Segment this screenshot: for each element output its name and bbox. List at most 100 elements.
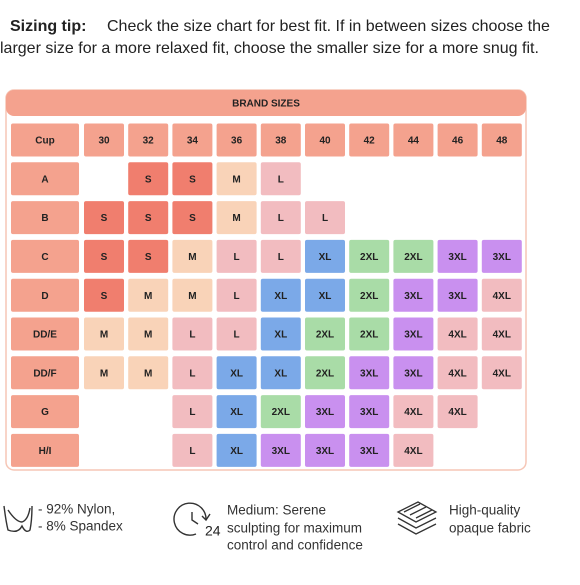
- table-cell: [128, 201, 169, 235]
- clock-icon: 24: [173, 502, 221, 539]
- table-cell: [128, 239, 169, 273]
- table-cell: [128, 278, 169, 312]
- table-cell: [393, 239, 434, 273]
- table-cell: [393, 356, 434, 390]
- table-cell: [216, 433, 257, 467]
- table-cell: [349, 123, 390, 157]
- cell-text: S: [189, 213, 196, 224]
- svg-text:24: 24: [205, 523, 221, 539]
- cell-text: L: [189, 407, 195, 418]
- cell-text: 34: [187, 136, 199, 147]
- table-cell: [349, 278, 390, 312]
- cell-text: L: [278, 174, 284, 185]
- cell-text: 3XL: [360, 407, 378, 418]
- table-cell: [84, 201, 124, 235]
- table-cell: [84, 356, 124, 390]
- cell-text: XL: [230, 368, 243, 379]
- table-cell: [305, 278, 345, 312]
- cell-text: L: [234, 291, 240, 302]
- cell-text: 2XL: [272, 407, 290, 418]
- table-cell: [393, 317, 434, 351]
- table-cell: [84, 278, 124, 312]
- table-cell: [172, 123, 213, 157]
- table-cell: [260, 162, 301, 196]
- table-cell: [481, 239, 522, 273]
- table-grid: Cup 30 32 34 36 38 40 42 44 46 48 A S S M L B S S S M L L C S S M L…: [11, 123, 522, 467]
- cell-text: L: [322, 213, 328, 224]
- table-cell: [437, 395, 478, 429]
- cell-text: M: [188, 252, 196, 263]
- table-cell: [305, 395, 345, 429]
- table-cell: [216, 395, 257, 429]
- table-cell: [481, 278, 522, 312]
- table-cell: [260, 395, 301, 429]
- cell-text: L: [189, 446, 195, 457]
- cell-text: 3XL: [272, 446, 290, 457]
- table-cell: [11, 123, 79, 157]
- cell-text: 3XL: [404, 291, 422, 302]
- table-cell: [437, 317, 478, 351]
- cell-text: DD/E: [33, 330, 57, 341]
- cell-text: 40: [319, 136, 331, 147]
- cell-text: 38: [275, 136, 287, 147]
- cell-text: DD/F: [33, 368, 56, 379]
- cell-text: 3XL: [493, 252, 511, 263]
- cell-text: 3XL: [316, 446, 334, 457]
- cell-text: M: [144, 330, 152, 341]
- table-cell: [437, 239, 478, 273]
- cell-text: L: [234, 252, 240, 263]
- table-cell: [349, 433, 390, 467]
- table-cell: [305, 201, 345, 235]
- cell-text: M: [100, 368, 108, 379]
- table-cell: [84, 123, 124, 157]
- cell-text: L: [234, 330, 240, 341]
- cell-text: 4XL: [493, 368, 511, 379]
- cell-text: S: [145, 252, 152, 263]
- table-cell: [11, 201, 79, 235]
- cell-text: XL: [274, 330, 287, 341]
- cell-text: 2XL: [360, 330, 378, 341]
- cell-text: 46: [452, 136, 464, 147]
- cell-text: 3XL: [448, 291, 466, 302]
- cell-text: 4XL: [448, 330, 466, 341]
- table-cell: [216, 239, 257, 273]
- table-cell: [481, 356, 522, 390]
- tip-line: larger size for a more relaxed fit, choo…: [0, 40, 539, 57]
- table-cell: [481, 317, 522, 351]
- table-cell: [437, 278, 478, 312]
- cell-text: M: [144, 368, 152, 379]
- cell-text: 44: [408, 136, 420, 147]
- cell-text: S: [145, 213, 152, 224]
- cell-text: L: [189, 330, 195, 341]
- cell-text: 2XL: [360, 252, 378, 263]
- table-cell: [437, 123, 478, 157]
- table-cell: [481, 123, 522, 157]
- table-cell: [393, 433, 434, 467]
- cell-text: H/I: [39, 446, 52, 457]
- table-cell: [172, 278, 213, 312]
- cell-text: 36: [231, 136, 243, 147]
- table-cell: [216, 356, 257, 390]
- cell-text: G: [41, 407, 49, 418]
- table-cell: [172, 239, 213, 273]
- cell-text: B: [41, 213, 48, 224]
- table-cell: [349, 317, 390, 351]
- bra-icon: [3, 505, 33, 533]
- cell-text: XL: [274, 291, 287, 302]
- table-cell: [260, 356, 301, 390]
- cell-text: Cup: [35, 136, 54, 147]
- cell-text: 2XL: [360, 291, 378, 302]
- table-cell: [11, 278, 79, 312]
- table-cell: [11, 162, 79, 196]
- cell-text: 42: [364, 136, 376, 147]
- table-cell: [172, 201, 213, 235]
- cell-text: XL: [230, 407, 243, 418]
- feature-line: - 8% Spandex: [38, 519, 123, 534]
- table-cell: [437, 356, 478, 390]
- cell-text: M: [100, 330, 108, 341]
- cell-text: M: [232, 213, 240, 224]
- cell-text: 3XL: [316, 407, 334, 418]
- table-cell: [216, 201, 257, 235]
- cell-text: L: [278, 213, 284, 224]
- table-cell: [260, 278, 301, 312]
